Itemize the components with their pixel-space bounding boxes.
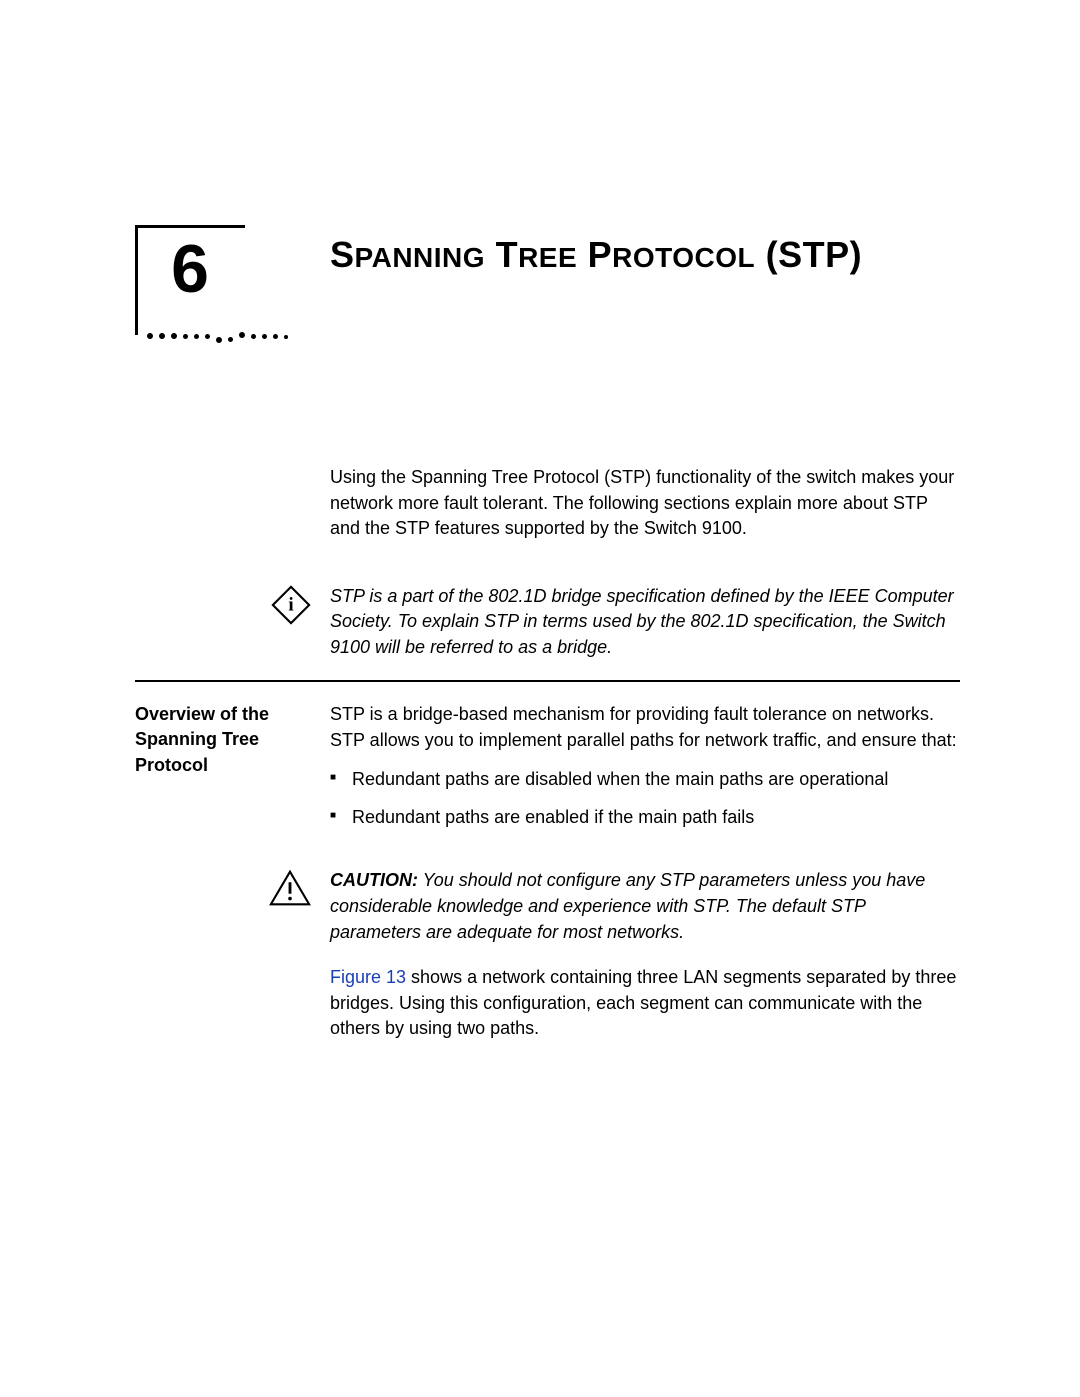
content-area: Using the Spanning Tree Protocol (STP) f… <box>135 465 960 1042</box>
decorative-dots <box>147 333 288 339</box>
chapter-header: 6 SPANNING TREE PROTOCOL (STP) <box>135 225 960 335</box>
intro-paragraph: Using the Spanning Tree Protocol (STP) f… <box>330 465 960 542</box>
caution-body: You should not configure any STP paramet… <box>330 870 925 941</box>
chapter-number: 6 <box>135 235 245 303</box>
overview-body: STP is a bridge-based mechanism for prov… <box>330 702 960 848</box>
chapter-number-box: 6 <box>135 225 245 335</box>
overview-paragraph: STP is a bridge-based mechanism for prov… <box>330 702 960 753</box>
list-item: Redundant paths are enabled if the main … <box>352 805 960 831</box>
caution-icon <box>268 868 312 908</box>
intro-row: Using the Spanning Tree Protocol (STP) f… <box>135 465 960 564</box>
caution-row: CAUTION: You should not configure any ST… <box>135 868 960 945</box>
chapter-title: SPANNING TREE PROTOCOL (STP) <box>330 225 862 276</box>
list-item: Redundant paths are disabled when the ma… <box>352 767 960 793</box>
document-page: 6 SPANNING TREE PROTOCOL (STP) Using the… <box>0 0 1080 1397</box>
svg-text:i: i <box>288 594 294 615</box>
section-divider <box>135 680 960 682</box>
figure-paragraph-rest: shows a network containing three LAN seg… <box>330 967 956 1038</box>
figure-link[interactable]: Figure 13 <box>330 967 406 987</box>
info-note-row: i STP is a part of the 802.1D bridge spe… <box>135 584 960 661</box>
overview-row: Overview of the Spanning Tree Protocol S… <box>135 702 960 848</box>
caution-text: CAUTION: You should not configure any ST… <box>330 868 960 945</box>
info-note-text: STP is a part of the 802.1D bridge speci… <box>330 584 960 661</box>
bullet-list: Redundant paths are disabled when the ma… <box>330 767 960 830</box>
figure-ref-row: Figure 13 shows a network containing thr… <box>135 965 960 1042</box>
figure-paragraph: Figure 13 shows a network containing thr… <box>330 965 960 1042</box>
caution-label: CAUTION: <box>330 870 418 890</box>
info-icon: i <box>270 584 312 626</box>
section-heading: Overview of the Spanning Tree Protocol <box>135 702 318 778</box>
